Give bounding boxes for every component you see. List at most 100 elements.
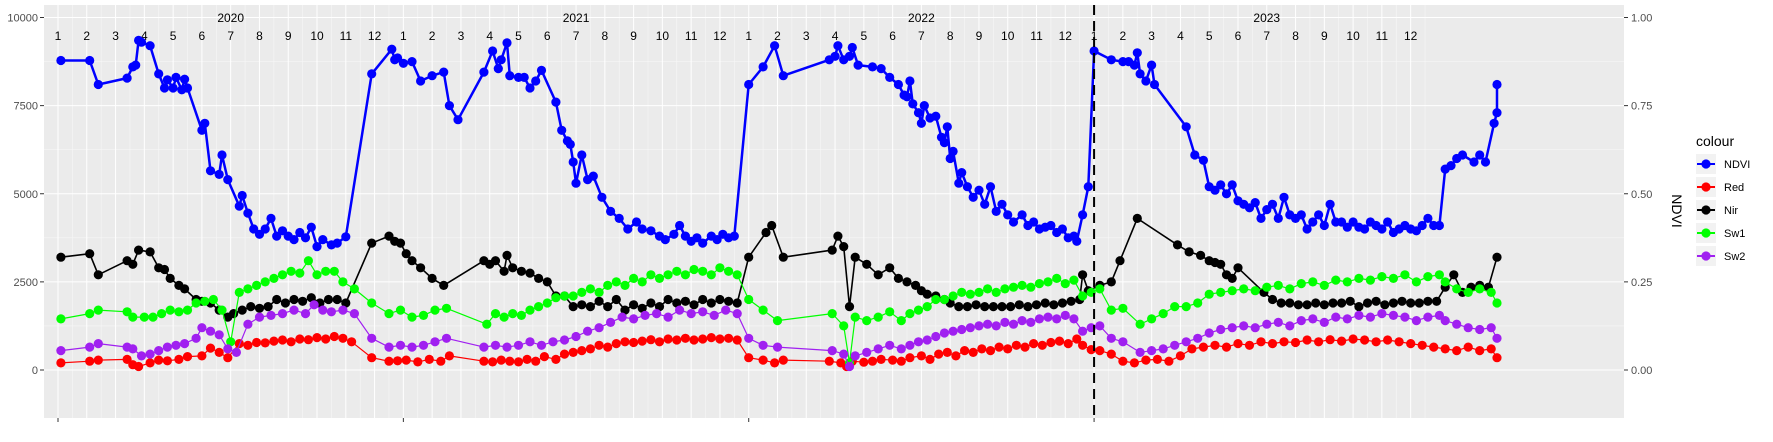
data-point-ndvi xyxy=(1457,150,1468,160)
data-point-red xyxy=(1187,344,1197,354)
data-point-ndvi xyxy=(1411,226,1421,236)
data-point-nir xyxy=(508,263,518,273)
data-point-sw2 xyxy=(844,361,855,372)
data-point-nir xyxy=(850,252,860,262)
data-point-sw2 xyxy=(223,344,233,354)
data-point-ndvi xyxy=(646,226,656,236)
data-point-sw1 xyxy=(611,277,621,287)
data-point-nir xyxy=(525,268,535,278)
data-point-sw2 xyxy=(1181,337,1191,347)
data-point-sw1 xyxy=(1400,270,1410,280)
data-point-ndvi xyxy=(154,69,164,79)
data-point-red xyxy=(1406,339,1416,349)
data-point-nir xyxy=(620,305,630,315)
major-grid xyxy=(44,5,1624,418)
series-ndvi xyxy=(56,35,1502,252)
data-point-red xyxy=(620,337,630,347)
data-point-nir xyxy=(332,294,342,305)
data-point-ndvi xyxy=(606,206,616,216)
data-point-sw1 xyxy=(1377,272,1387,282)
data-point-sw1 xyxy=(663,270,673,280)
data-point-red xyxy=(611,339,621,349)
data-point-sw2 xyxy=(974,321,984,331)
data-point-ndvi xyxy=(1135,69,1145,79)
month-label: 12 xyxy=(1059,29,1073,43)
data-point-ndvi xyxy=(479,67,489,77)
data-point-sw2 xyxy=(1078,326,1088,336)
data-point-red xyxy=(968,347,978,357)
data-point-red xyxy=(1360,335,1370,345)
data-point-nir xyxy=(629,300,639,310)
data-point-ndvi xyxy=(577,150,587,160)
data-point-sw1 xyxy=(525,305,535,315)
data-point-nir xyxy=(502,250,512,260)
data-point-red xyxy=(1198,342,1208,352)
data-point-ndvi xyxy=(758,62,768,72)
series-sw2 xyxy=(56,300,1502,372)
data-point-red xyxy=(663,334,673,344)
month-label: 3 xyxy=(1148,29,1155,43)
data-point-ndvi xyxy=(1279,192,1289,202)
data-point-sw1 xyxy=(744,294,754,305)
data-point-nir xyxy=(1031,300,1042,310)
data-point-red xyxy=(56,358,66,368)
data-point-sw1 xyxy=(939,294,950,305)
data-point-nir xyxy=(1362,298,1373,308)
data-point-sw1 xyxy=(758,305,768,315)
data-point-sw1 xyxy=(1365,275,1375,285)
data-point-red xyxy=(1118,356,1128,366)
data-point-nir xyxy=(1354,302,1364,312)
data-point-nir xyxy=(237,305,247,315)
data-point-sw1 xyxy=(234,287,244,297)
data-point-nir xyxy=(962,302,973,312)
data-point-nir xyxy=(663,294,673,305)
data-point-sw2 xyxy=(1296,316,1306,326)
month-label: 9 xyxy=(1321,29,1328,43)
data-point-nir xyxy=(980,302,990,312)
month-label: 7 xyxy=(227,29,234,43)
data-point-nir xyxy=(778,252,788,262)
legend-item-label: Sw2 xyxy=(1724,251,1745,263)
data-point-red xyxy=(1072,334,1082,344)
data-point-nir xyxy=(761,227,771,238)
month-label: 5 xyxy=(1206,29,1213,43)
data-point-sw2 xyxy=(214,330,224,340)
data-point-ndvi xyxy=(1360,224,1370,234)
data-point-sw1 xyxy=(885,307,895,317)
data-point-sw1 xyxy=(983,284,993,294)
data-point-sw1 xyxy=(252,280,262,290)
data-point-sw2 xyxy=(502,342,512,352)
data-point-nir xyxy=(715,294,725,305)
data-point-ndvi xyxy=(260,224,270,234)
data-point-ndvi xyxy=(427,71,437,81)
data-point-nir xyxy=(911,280,921,290)
data-point-red xyxy=(905,353,915,363)
data-point-ndvi xyxy=(1132,48,1142,58)
data-point-red xyxy=(896,356,906,366)
data-point-nir xyxy=(289,294,299,305)
data-point-sw1 xyxy=(490,309,501,319)
data-point-nir xyxy=(637,303,647,313)
data-point-sw2 xyxy=(338,305,348,315)
data-point-ndvi xyxy=(557,125,567,135)
data-point-nir xyxy=(1311,298,1321,308)
data-point-ndvi xyxy=(439,67,449,77)
data-point-ndvi xyxy=(312,242,322,252)
data-point-sw2 xyxy=(948,326,958,336)
series-sw1 xyxy=(56,256,1502,368)
data-point-red xyxy=(859,357,869,367)
data-point-nir xyxy=(1227,273,1237,283)
data-point-ndvi xyxy=(948,146,958,156)
legend-items: NDVI Red Nir Sw1 Sw2 xyxy=(1696,154,1750,266)
data-point-sw2 xyxy=(1008,319,1019,329)
data-point-ndvi xyxy=(1273,213,1283,223)
data-point-sw2 xyxy=(93,339,103,349)
data-point-sw2 xyxy=(1060,310,1070,320)
data-point-red xyxy=(1054,336,1065,346)
data-point-ndvi xyxy=(729,231,739,241)
data-point-ndvi xyxy=(453,115,463,125)
data-point-sw2 xyxy=(606,317,616,327)
data-point-ndvi xyxy=(744,79,754,90)
data-point-nir xyxy=(689,300,699,310)
data-point-ndvi xyxy=(197,125,207,135)
